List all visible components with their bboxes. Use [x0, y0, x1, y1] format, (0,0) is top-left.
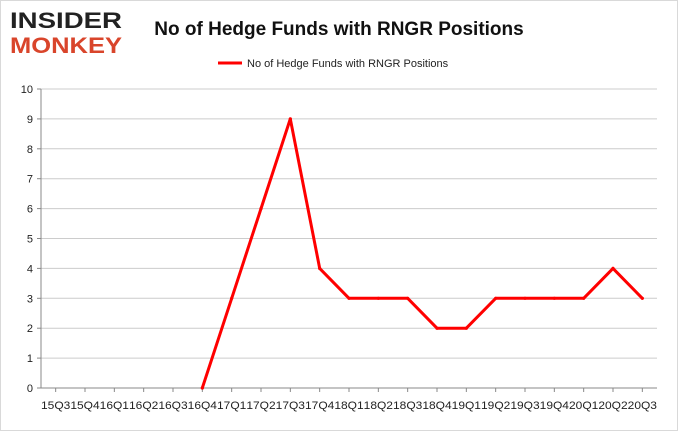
series-layer	[200, 117, 644, 390]
x-tick-label: 17Q4	[305, 400, 334, 412]
data-point	[464, 326, 468, 330]
x-tick-label: 15Q4	[70, 400, 99, 412]
y-tick-label: 9	[27, 114, 33, 126]
data-point	[406, 296, 410, 300]
x-tick-label: 18Q4	[422, 400, 451, 412]
series-line	[200, 117, 644, 390]
data-point	[259, 207, 263, 211]
y-tick-label: 5	[27, 234, 33, 246]
data-point	[230, 296, 234, 300]
x-tick-label: 16Q4	[188, 400, 217, 412]
y-tick-label: 7	[27, 174, 33, 186]
data-point	[582, 296, 586, 300]
data-point	[494, 296, 498, 300]
data-point	[347, 296, 351, 300]
x-tick-label: 20Q2	[598, 400, 627, 412]
data-point	[435, 326, 439, 330]
grid-layer	[37, 88, 657, 389]
logo-line-2: MONKEY	[10, 33, 122, 57]
x-tick-label: 18Q2	[364, 400, 393, 412]
y-tick-label: 4	[27, 263, 33, 275]
x-tick-label: 17Q3	[276, 400, 305, 412]
x-axis-ticks: 15Q3 15Q4 16Q1 16Q2 16Q3 16Q4 17Q1 17Q2 17Q3 17Q4…	[41, 388, 657, 412]
data-point	[200, 386, 204, 390]
x-tick-label: 18Q1	[334, 400, 363, 412]
x-tick-label: 19Q3	[510, 400, 539, 412]
x-tick-label: 16Q3	[158, 400, 187, 412]
x-tick-label: 19Q1	[452, 400, 481, 412]
y-tick-label: 6	[27, 204, 33, 216]
data-point	[611, 266, 615, 270]
data-point	[288, 117, 292, 121]
legend-label: No of Hedge Funds with RNGR Positions	[247, 58, 449, 70]
insider-monkey-logo: INSIDER MONKEY	[10, 8, 122, 57]
x-tick-label: 17Q2	[246, 400, 275, 412]
data-point	[318, 266, 322, 270]
x-tick-label: 19Q2	[481, 400, 510, 412]
y-tick-label: 0	[27, 383, 33, 395]
data-point	[376, 296, 380, 300]
y-tick-label: 10	[21, 84, 33, 96]
logo-line-1: INSIDER	[10, 8, 122, 33]
x-tick-label: 18Q3	[393, 400, 422, 412]
data-point	[552, 296, 556, 300]
x-tick-label: 16Q1	[100, 400, 129, 412]
x-tick-label: 20Q3	[628, 400, 657, 412]
data-point	[640, 296, 644, 300]
x-tick-label: 15Q3	[41, 400, 70, 412]
y-tick-label: 8	[27, 144, 33, 156]
x-tick-label: 20Q1	[569, 400, 598, 412]
y-tick-label: 2	[27, 323, 33, 335]
legend: No of Hedge Funds with RNGR Positions	[218, 58, 449, 70]
y-axis-ticks: 0 1 2 3 4 5 6 7 8 9 10	[21, 84, 33, 395]
y-tick-label: 1	[27, 353, 33, 365]
y-tick-label: 3	[27, 293, 33, 305]
data-point	[523, 296, 527, 300]
chart-title: No of Hedge Funds with RNGR Positions	[154, 19, 523, 40]
x-tick-label: 19Q4	[540, 400, 569, 412]
x-tick-label: 17Q1	[217, 400, 246, 412]
x-tick-label: 16Q2	[129, 400, 158, 412]
